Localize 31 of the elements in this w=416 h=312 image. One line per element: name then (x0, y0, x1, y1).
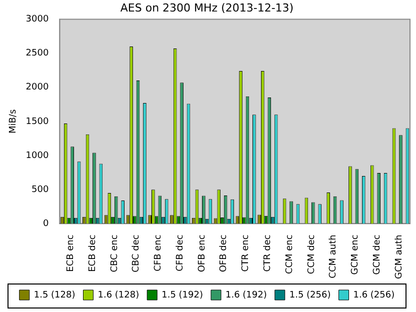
y-tick-label: 2500 (26, 48, 49, 59)
x-tick-label: GCM auth (394, 234, 404, 280)
x-tick-label: CCM auth (328, 234, 339, 278)
y-tick-label: 1500 (26, 116, 49, 127)
legend-label: 1.5 (256) (289, 290, 331, 300)
chart-title: AES on 2300 MHz (2013-12-13) (120, 1, 294, 14)
legend-label: 1.6 (256) (353, 290, 395, 300)
x-tick-label: CFB dec (175, 234, 186, 272)
y-tick-label: 1000 (26, 150, 49, 161)
x-tick-label: OFB enc (197, 234, 208, 272)
y-tick-label: 3000 (26, 14, 49, 25)
x-tick-label: OFB dec (219, 234, 230, 272)
y-tick-label: 500 (32, 184, 49, 195)
x-tick-label: CCM dec (306, 234, 317, 274)
x-tick-label: GCM enc (350, 234, 361, 275)
y-tick-label: 0 (42, 219, 49, 230)
y-tick-label: 2000 (26, 82, 49, 93)
x-tick-label: CBC enc (110, 234, 120, 272)
x-tick-label: CFB enc (154, 234, 164, 272)
legend-label: 1.5 (128) (34, 290, 76, 300)
x-tick-label: CBC dec (132, 234, 142, 272)
x-tick-label: ECB enc (66, 234, 76, 272)
x-tick-label: GCM dec (372, 234, 383, 275)
legend-label: 1.6 (128) (98, 290, 140, 300)
x-tick-label: CCM enc (284, 234, 295, 274)
x-tick-label: CTR dec (263, 234, 274, 272)
y-axis-title: MiB/s (8, 109, 19, 134)
x-tick-label: ECB dec (88, 234, 98, 272)
legend-label: 1.5 (192) (162, 290, 203, 300)
x-tick-label: CTR enc (241, 234, 252, 272)
legend-label: 1.6 (192) (226, 290, 267, 300)
